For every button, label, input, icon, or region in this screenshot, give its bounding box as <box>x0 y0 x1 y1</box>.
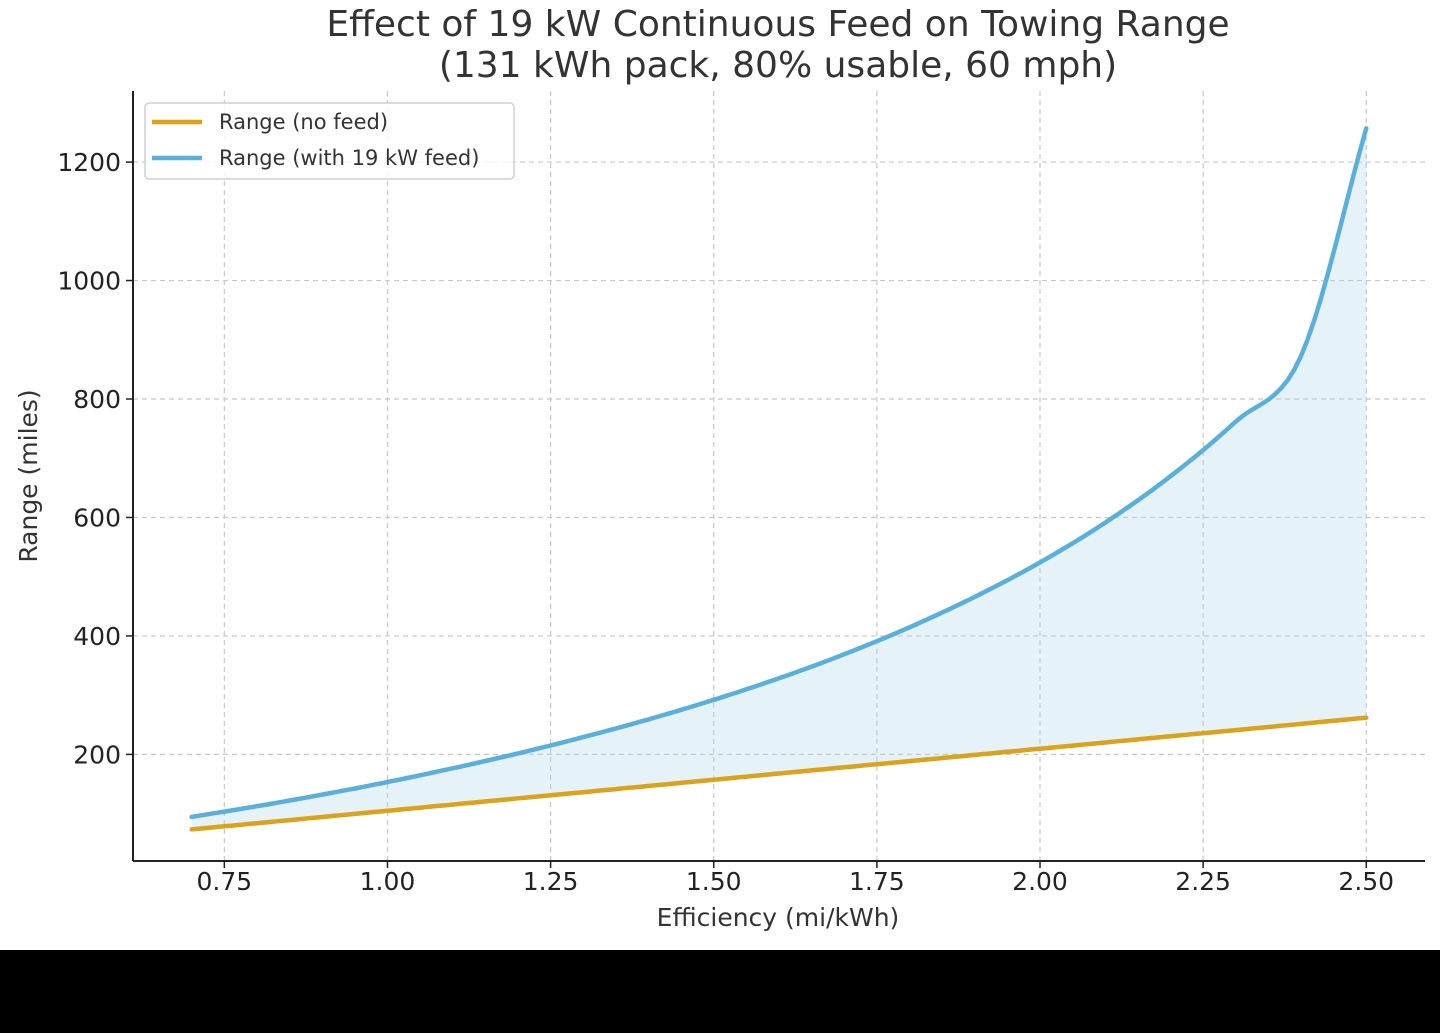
chart-title: Effect of 19 kW Continuous Feed on Towin… <box>326 4 1229 86</box>
y-ticks: 200 400 600 800 1000 1200 <box>57 148 133 769</box>
line-chart: Effect of 19 kW Continuous Feed on Towin… <box>14 4 1425 932</box>
axes <box>132 91 1425 862</box>
chart-title-line-1: Effect of 19 kW Continuous Feed on Towin… <box>326 4 1229 45</box>
legend-entry-label: Range (no feed) <box>219 110 388 134</box>
y-tick-label: 200 <box>73 740 121 769</box>
y-tick-label: 800 <box>73 385 121 414</box>
fill-between-shading <box>191 128 1367 830</box>
bottom-black-bar <box>0 950 1440 1033</box>
x-tick-label: 0.75 <box>197 867 253 896</box>
x-tick-label: 1.75 <box>849 867 905 896</box>
x-tick-label: 2.00 <box>1012 867 1068 896</box>
legend-entry-label: Range (with 19 kW feed) <box>219 146 479 170</box>
series-lines <box>189 126 1369 832</box>
y-tick-label: 400 <box>73 622 121 651</box>
x-tick-label: 2.25 <box>1175 867 1231 896</box>
x-tick-label: 1.25 <box>523 867 579 896</box>
y-tick-label: 1000 <box>57 267 121 296</box>
x-tick-label: 2.50 <box>1338 867 1394 896</box>
y-tick-label: 600 <box>73 503 121 532</box>
series-line-with-feed <box>189 126 1369 820</box>
fill-between-area <box>191 128 1367 830</box>
figure-canvas: Effect of 19 kW Continuous Feed on Towin… <box>0 0 1440 950</box>
x-tick-label: 1.50 <box>686 867 742 896</box>
legend-box <box>144 102 515 180</box>
chart-title-line-2: (131 kWh pack, 80% usable, 60 mph) <box>439 45 1117 86</box>
x-ticks: 0.75 1.00 1.25 1.50 1.75 2.00 2.25 2.50 <box>197 861 1394 896</box>
x-axis-label: Efficiency (mi/kWh) <box>657 903 900 932</box>
x-tick-label: 1.00 <box>360 867 416 896</box>
y-tick-label: 1200 <box>57 148 121 177</box>
legend: Range (no feed) Range (with 19 kW feed) <box>144 102 515 180</box>
series-line-no-feed <box>189 715 1369 832</box>
y-axis-label: Range (miles) <box>14 389 43 562</box>
